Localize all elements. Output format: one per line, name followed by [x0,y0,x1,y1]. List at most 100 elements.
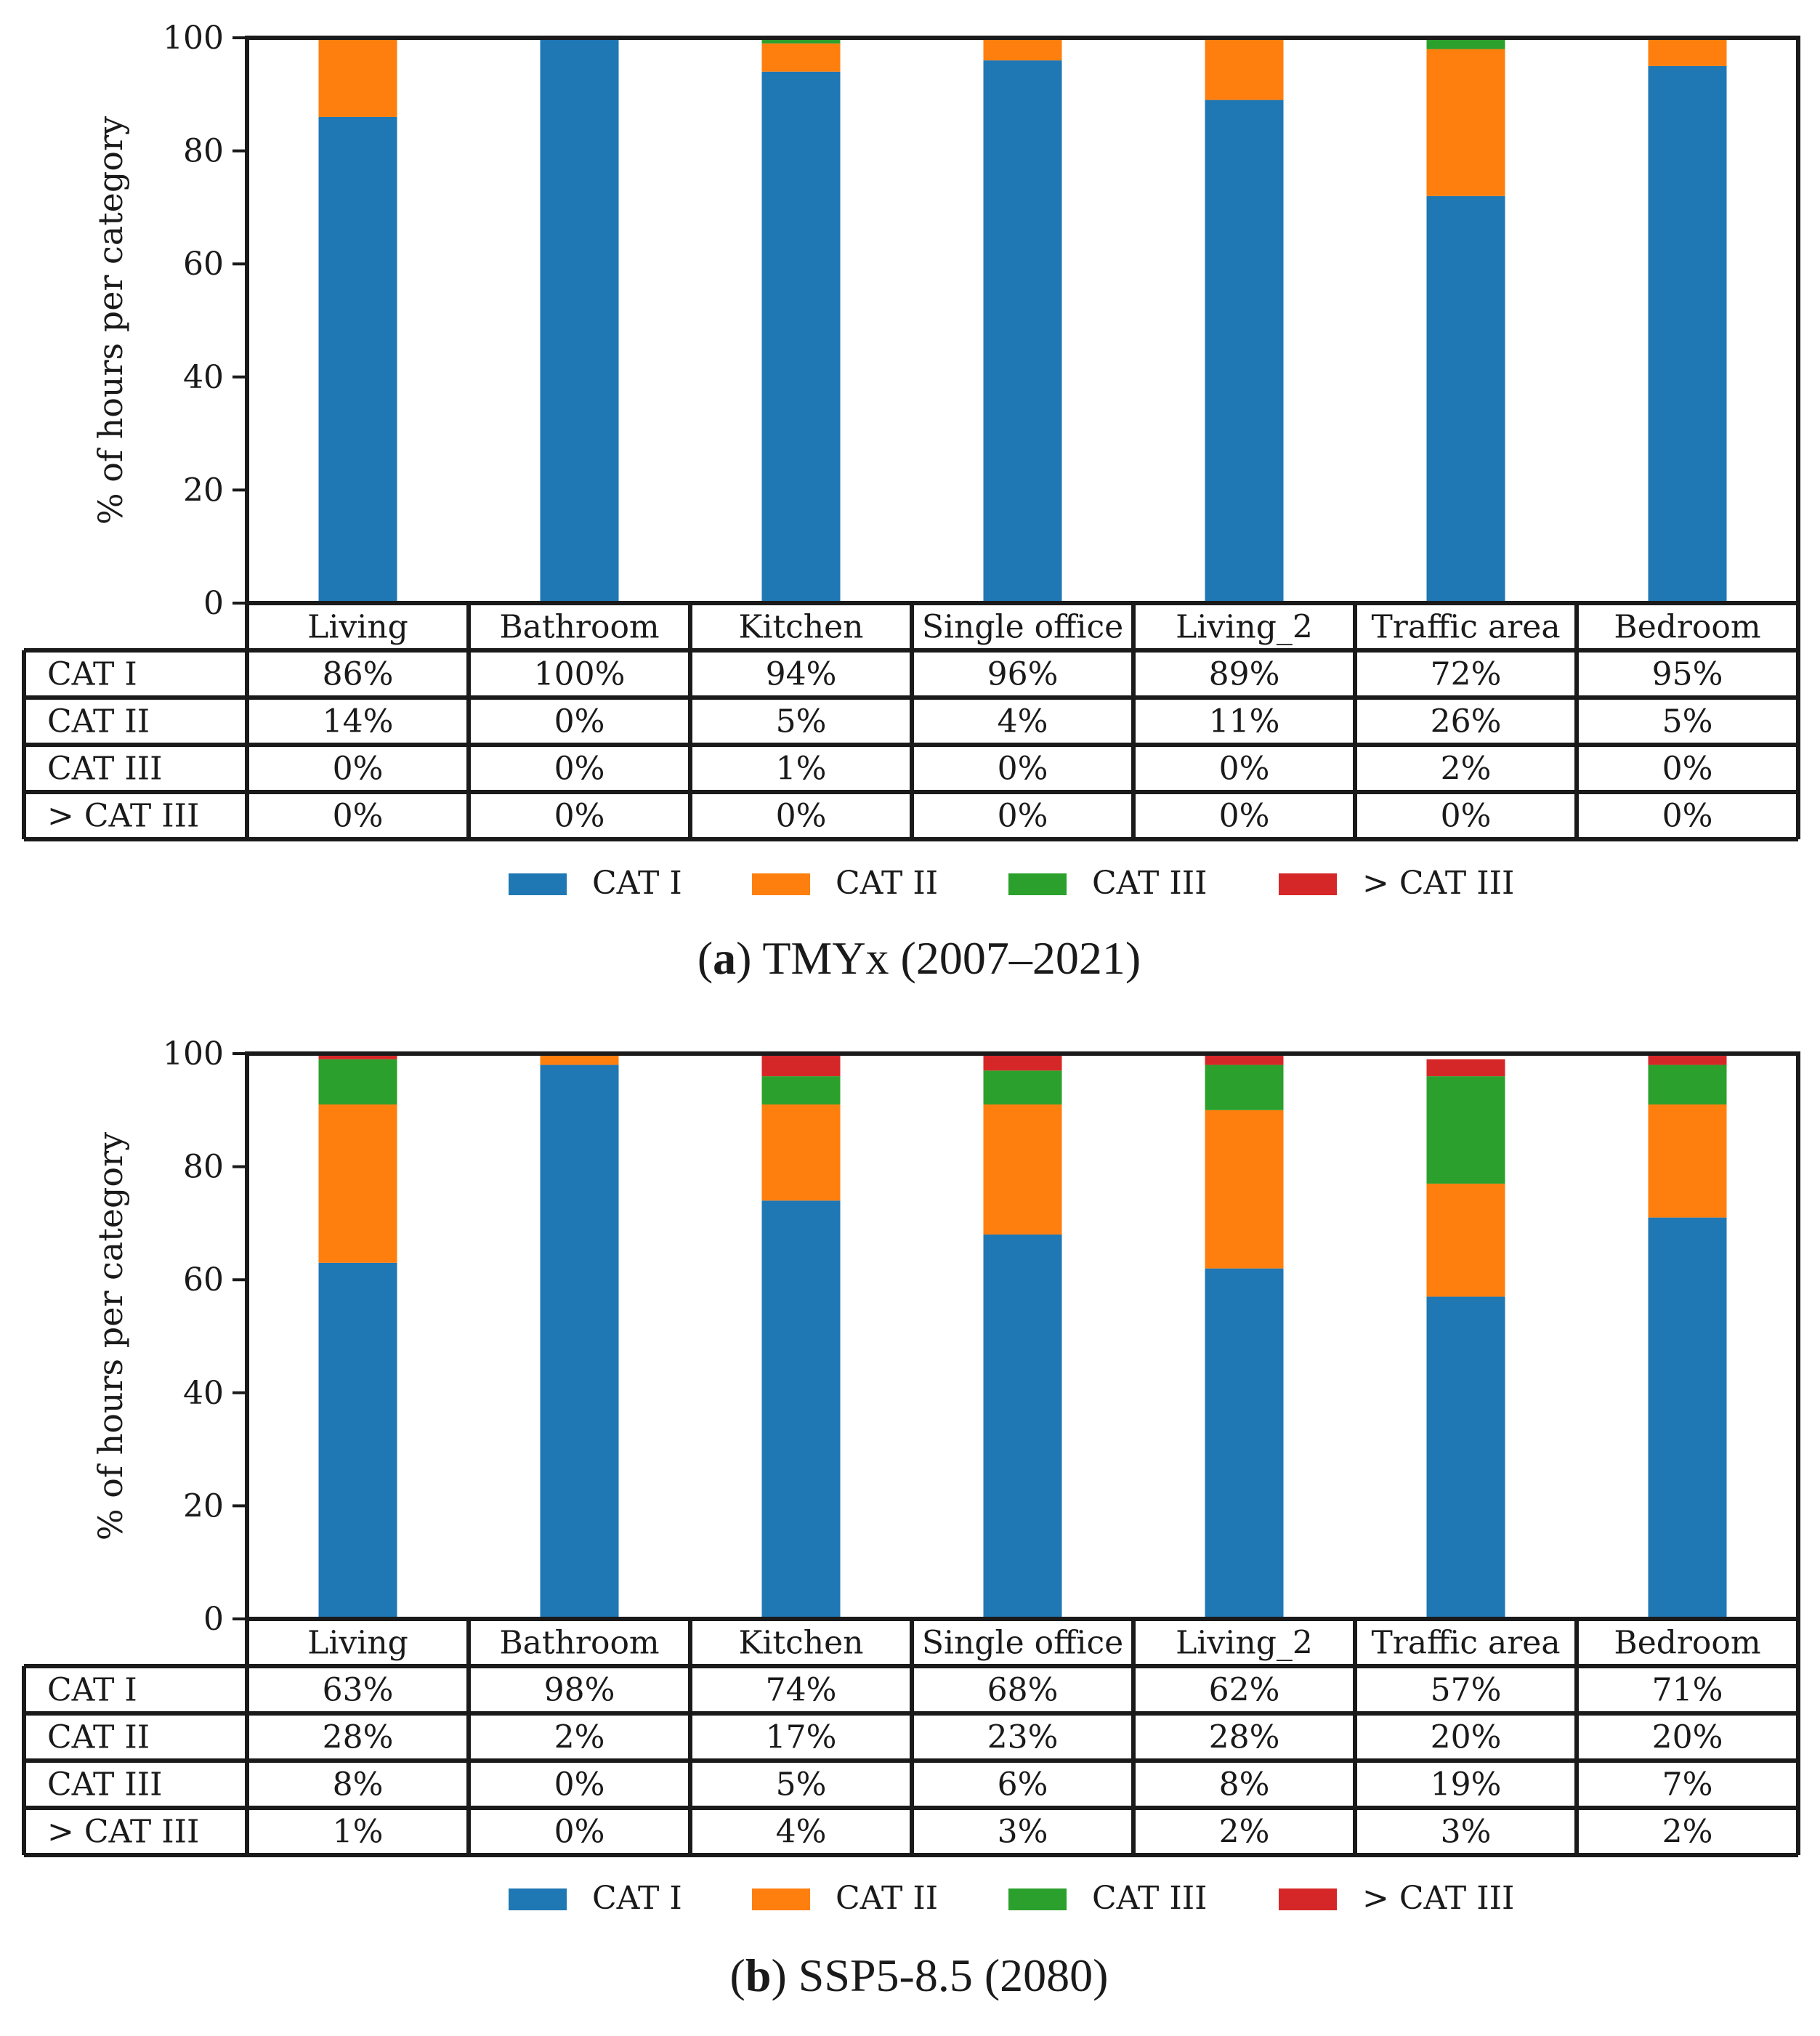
bar-segment [761,71,841,604]
table-header-cell: Bathroom [499,1625,659,1662]
table-value-cell: 0% [998,751,1048,788]
chart-panel-b: 0 20 40 60 80 100 % of hours per category Livin… [22,1035,1800,2001]
bar-segment [1426,1183,1505,1297]
table-value-cell: 23% [987,1719,1059,1756]
table-row-header: > CAT III [47,1814,199,1851]
bar-segment [1205,1110,1284,1269]
legend-label: > CAT III [1362,1880,1514,1917]
bar-segment [983,1104,1062,1235]
caption-close-paren: ) [736,932,762,984]
bar-segment [761,1054,841,1077]
table-value-cell: 0% [1662,751,1713,788]
table-value-cell: 0% [1441,798,1492,835]
bar-segment [1205,38,1284,100]
table-header-cell: Traffic area [1371,609,1560,646]
table-value-cell: 63% [323,1672,394,1709]
caption-label: b [745,1950,772,2001]
table-value-cell: 2% [1219,1814,1270,1851]
table-header-cell: Bedroom [1614,609,1760,646]
table-value-cell: 3% [998,1814,1048,1851]
bar-segment [318,38,397,117]
legend-label: CAT III [1092,1880,1208,1917]
caption-text: TMYx (2007–2021) [762,932,1141,984]
y-tick-label: 0 [203,585,224,622]
legend-swatch [752,873,810,895]
bar-segment [1426,49,1505,196]
bar-segment [318,1104,397,1263]
legend-label: CAT I [592,1880,682,1917]
table-value-cell: 2% [1441,751,1492,788]
caption-close-paren: ) [771,1950,798,2001]
bar-segment [1426,1076,1505,1184]
table-value-cell: 86% [323,656,394,693]
table-value-cell: 4% [776,1814,827,1851]
table-value-cell: 0% [776,798,827,835]
y-tick-label: 80 [183,133,224,170]
bar-segment [761,43,841,72]
table-value-cell: 0% [554,1766,605,1803]
table-value-cell: 5% [776,703,827,740]
table-value-cell: 5% [1662,703,1713,740]
bar-segment [983,1054,1062,1071]
table-value-cell: 89% [1209,656,1280,693]
table-value-cell: 71% [1652,1672,1723,1709]
table-value-cell: 0% [998,798,1048,835]
legend-swatch [1008,873,1067,895]
table-value-cell: 96% [987,656,1059,693]
table-value-cell: 17% [766,1719,837,1756]
table-value-cell: 6% [998,1766,1048,1803]
table-header-cell: Living_2 [1176,1625,1313,1662]
bar-segment [1648,65,1727,603]
table-header-cell: Single office [922,609,1123,646]
caption-label: a [713,932,736,984]
bar-segment [1648,1054,1727,1065]
y-axis-label: % of hours per category [91,116,130,525]
bar-segment [761,1104,841,1201]
bar-segment [1426,38,1505,49]
bar-segment [983,1070,1062,1105]
table-value-cell: 0% [554,703,605,740]
table-row-header: CAT I [47,656,137,693]
bar-segment [1426,195,1505,604]
table-header-cell: Single office [922,1625,1123,1662]
caption-open-paren: ( [697,932,713,984]
bar-segment [318,1262,397,1619]
bar-segment [983,60,1062,604]
y-tick-label: 0 [203,1601,224,1638]
legend-swatch [1279,1888,1337,1910]
legend-label: CAT III [1092,865,1208,902]
table-row-header: CAT III [47,751,163,788]
table-value-cell: 7% [1662,1766,1713,1803]
bar-segment [1426,1296,1505,1619]
table-value-cell: 95% [1652,656,1723,693]
figure-caption: (a) TMYx (2007–2021) [697,932,1141,984]
table-value-cell: 0% [1219,798,1270,835]
caption-text: SSP5-8.5 (2080) [798,1950,1109,2001]
caption-open-paren: ( [730,1950,745,2001]
bar-segment [1648,1104,1727,1218]
table-header-cell: Kitchen [739,1625,864,1662]
bar-segment [1426,1059,1505,1077]
y-tick-label: 60 [183,1261,224,1298]
y-tick-label: 60 [183,246,224,283]
table-row-header: > CAT III [47,798,199,835]
table-value-cell: 20% [1652,1719,1723,1756]
bar-segment [761,38,841,44]
table-value-cell: 0% [1662,798,1713,835]
table-value-cell: 0% [554,751,605,788]
table-value-cell: 0% [1219,751,1270,788]
table-value-cell: 28% [1209,1719,1280,1756]
y-tick-label: 80 [183,1149,224,1186]
table-value-cell: 3% [1441,1814,1492,1851]
table-value-cell: 74% [766,1672,837,1709]
legend-label: CAT II [836,1880,938,1917]
table-value-cell: 8% [333,1766,384,1803]
legend-swatch [509,873,567,895]
table-header-cell: Traffic area [1371,1625,1560,1662]
bar-segment [1205,1065,1284,1110]
y-tick-label: 100 [163,20,224,57]
table-value-cell: 14% [323,703,394,740]
bar-segment [1648,1065,1727,1105]
bar-segment [1205,1268,1284,1619]
